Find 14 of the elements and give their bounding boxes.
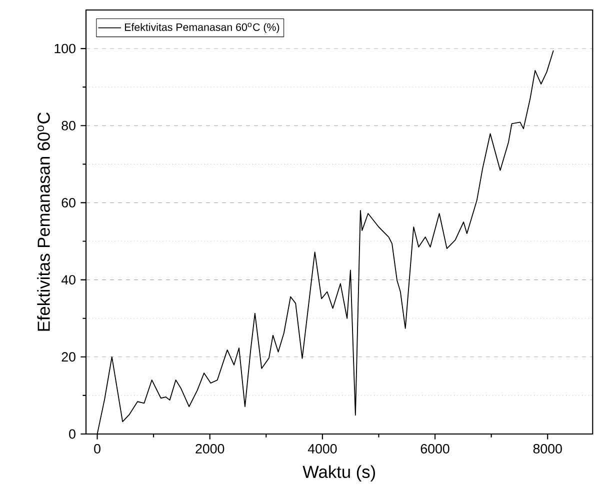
legend-label: Efektivitas Pemanasan 60$^{o}$C (%) xyxy=(124,22,280,34)
y-tick-label: 0 xyxy=(69,429,76,439)
x-tick-label: 6000 xyxy=(420,444,450,454)
y-tick-label: 100 xyxy=(54,44,76,54)
y-tick-label: 40 xyxy=(61,275,76,285)
y-axis-title: Efektivitas Pemanasan 60$^{o}$C xyxy=(37,112,50,331)
x-tick-label: 4000 xyxy=(308,444,337,454)
y-tick-label: 80 xyxy=(62,120,76,130)
x-axis-title: Waktu (s) xyxy=(302,465,375,482)
x-tick-label: 2000 xyxy=(196,444,224,454)
y-tick-label: 60 xyxy=(62,198,76,208)
y-tick-label: 20 xyxy=(62,352,76,362)
x-tick-label: 8000 xyxy=(533,444,562,454)
x-tick-label: 0 xyxy=(94,444,100,454)
